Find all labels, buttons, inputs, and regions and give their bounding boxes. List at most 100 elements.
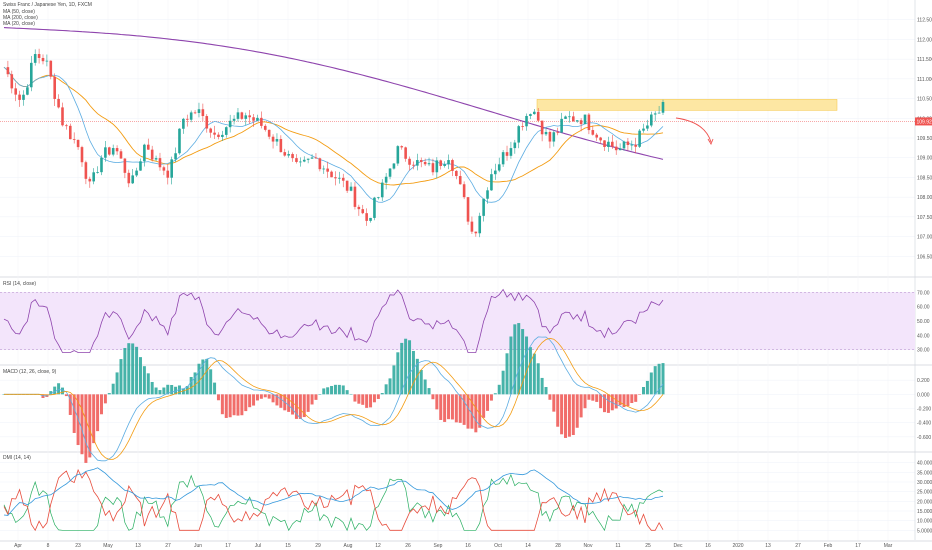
macd-histogram-bar: [154, 387, 158, 395]
candle-body: [661, 101, 665, 113]
candle-body: [29, 62, 33, 88]
macd-histogram-bar: [548, 394, 552, 400]
dmi-adx-line: [3, 467, 664, 516]
macd-histogram-bar: [275, 394, 279, 406]
macd-histogram-bar: [131, 343, 135, 395]
macd-histogram-bar: [357, 394, 361, 404]
y-tick-label: 108.500: [917, 175, 932, 181]
x-tick-label: Dec: [674, 543, 683, 549]
candle-body: [326, 168, 329, 172]
y-tick-label: 40.0000: [917, 461, 932, 467]
y-tick-label: -0.200: [917, 407, 931, 413]
macd-histogram-bar: [380, 393, 384, 395]
candle-body: [260, 117, 263, 126]
x-tick-label: 12: [375, 543, 381, 549]
x-tick-label: 11: [615, 543, 620, 549]
macd-histogram-bar: [443, 394, 447, 422]
macd-histogram-bar: [423, 379, 427, 395]
macd-histogram-bar: [248, 394, 252, 408]
x-tick-label: 15: [285, 543, 291, 549]
macd-histogram-bar: [72, 394, 76, 433]
candle-body: [330, 171, 333, 178]
candle-body: [197, 109, 201, 113]
x-tick-label: 13: [765, 543, 771, 549]
candle-body: [174, 153, 177, 160]
candle-body: [271, 136, 275, 142]
macd-histogram-bar: [556, 394, 560, 427]
candle-body: [650, 114, 653, 126]
candle-body: [306, 158, 310, 160]
y-tick-label: 111.000: [917, 77, 932, 83]
candle-body: [322, 168, 326, 170]
candle-body: [162, 167, 166, 171]
y-tick-label: -0.600: [917, 435, 931, 441]
candle-body: [279, 139, 283, 153]
macd-histogram-bar: [111, 383, 115, 395]
candle-body: [653, 113, 657, 115]
macd-histogram-bar: [92, 394, 96, 444]
macd-histogram-bar: [337, 384, 341, 395]
candle-body: [22, 94, 25, 100]
macd-histogram-bar: [587, 394, 591, 400]
candle-body: [240, 112, 244, 119]
x-tick-label: 13: [135, 543, 141, 549]
x-tick-label: 17: [855, 543, 861, 549]
candle-body: [396, 146, 400, 164]
candle-body: [540, 120, 544, 135]
candle-body: [521, 126, 524, 127]
candle-body: [611, 141, 614, 147]
candle-body: [334, 177, 337, 179]
candle-body: [365, 213, 368, 221]
candle-body: [213, 132, 216, 135]
macd-histogram-bar: [591, 394, 595, 401]
candle-body: [170, 159, 173, 178]
candle-body: [267, 129, 271, 137]
candle-body: [100, 157, 103, 173]
dmi-plus-line: [3, 473, 664, 532]
macd-histogram-bar: [630, 394, 634, 404]
candle-body: [579, 120, 583, 125]
candle-body: [193, 112, 197, 114]
macd-histogram-bar: [365, 394, 369, 408]
candle-body: [236, 112, 240, 119]
candle-body: [205, 116, 209, 129]
macd-histogram-bar: [68, 394, 72, 415]
x-tick-label: Jul: [255, 543, 261, 549]
macd-histogram-bar: [376, 394, 380, 399]
candle-body: [57, 98, 60, 108]
y-tick-label: -0.400: [917, 421, 931, 427]
x-tick-label: 26: [405, 543, 411, 549]
resistance-zone: [536, 99, 838, 111]
macd-histogram-bar: [123, 347, 127, 395]
macd-histogram-bar: [622, 394, 626, 408]
candle-body: [458, 176, 462, 185]
x-tick-label: 23: [75, 543, 81, 549]
dmi-pane-title: DMI (14, 14): [3, 455, 31, 461]
macd-histogram-bar: [216, 394, 220, 401]
macd-histogram-bar: [302, 394, 306, 418]
macd-histogram-bar: [310, 394, 314, 405]
candle-body: [49, 60, 53, 77]
macd-histogram-bar: [177, 385, 181, 395]
macd-histogram-bar: [170, 385, 174, 395]
candle-body: [209, 128, 212, 133]
candle-body: [72, 139, 76, 140]
candle-body: [182, 118, 185, 129]
macd-histogram-bar: [267, 394, 271, 399]
candle-body: [295, 158, 298, 162]
ma200-legend: MA (200, close): [3, 15, 38, 21]
macd-histogram-bar: [411, 350, 415, 395]
y-tick-label: 20.0000: [917, 499, 932, 505]
y-tick-label: 35.0000: [917, 470, 932, 476]
candle-body: [642, 128, 645, 131]
candle-body: [217, 134, 220, 137]
macd-histogram-bar: [138, 357, 142, 395]
x-tick-label: 17: [225, 543, 231, 549]
macd-histogram-bar: [232, 394, 236, 416]
candle-body: [533, 111, 536, 115]
candle-body: [443, 164, 446, 166]
y-tick-label: 10.0000: [917, 519, 932, 525]
y-tick-label: 15.0000: [917, 509, 932, 515]
macd-histogram-bar: [544, 387, 548, 395]
macd-histogram-bar: [645, 380, 649, 395]
